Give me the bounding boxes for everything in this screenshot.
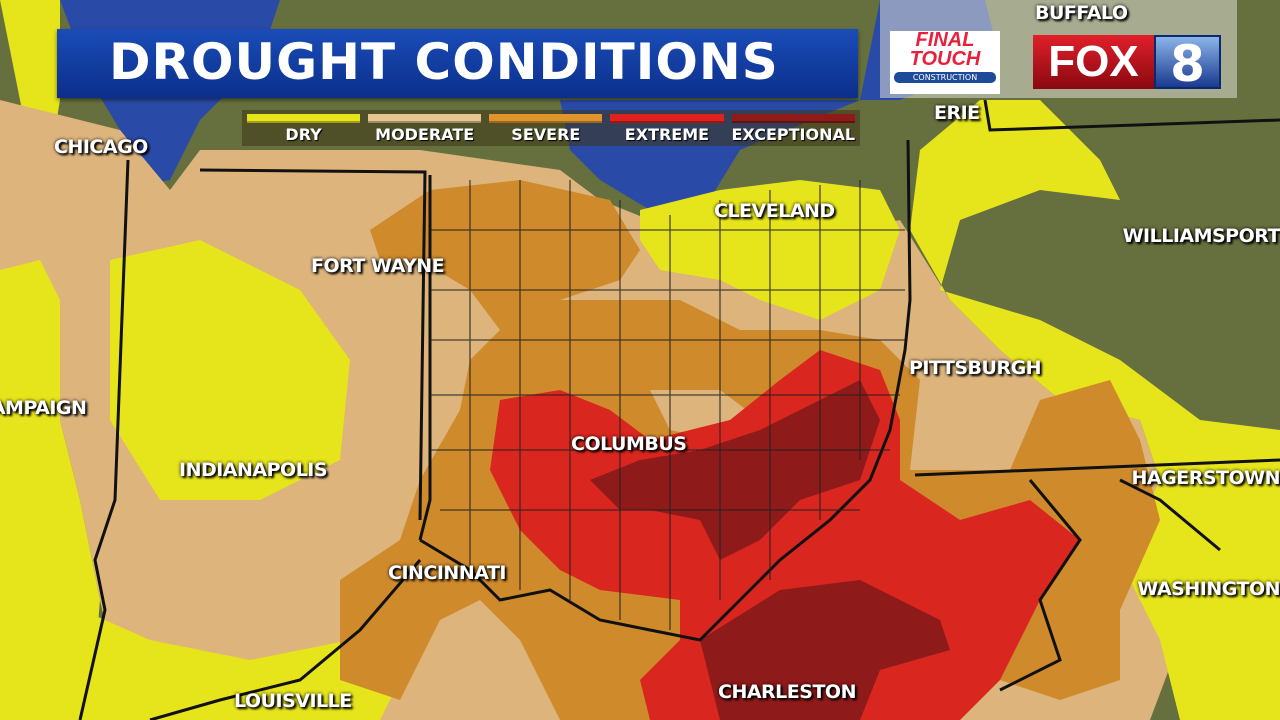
county-borders — [430, 180, 905, 630]
legend-label: EXTREME — [624, 125, 710, 144]
legend-swatch — [731, 114, 856, 123]
city-label-erie: ERIE — [934, 102, 980, 124]
dry-region-west — [0, 0, 100, 720]
city-label-louisville: LOUISVILLE — [234, 690, 352, 712]
city-label-washington: WASHINGTON — [1137, 578, 1280, 600]
legend-item-exceptional: EXCEPTIONAL — [731, 112, 856, 144]
legend-swatch — [368, 114, 482, 123]
city-label-champaign: CHAMPAIGN — [0, 397, 87, 419]
city-label-cincinnati: CINCINNATI — [388, 562, 507, 584]
sponsor-line-3: CONSTRUCTION — [894, 72, 996, 83]
page-title: DROUGHT CONDITIONS — [109, 33, 779, 91]
station-logo-number: 8 — [1154, 35, 1221, 91]
station-logo: FOX 8 — [1033, 35, 1221, 91]
legend-swatch — [610, 114, 724, 123]
sponsor-line-2: TOUCH — [909, 48, 981, 70]
legend-label: MODERATE — [375, 125, 475, 144]
exceptional-region-north — [590, 380, 880, 560]
legend-swatch — [489, 114, 603, 123]
legend-item-severe: SEVERE — [489, 112, 603, 144]
legend-item-extreme: EXTREME — [610, 112, 724, 144]
legend-label: EXCEPTIONAL — [731, 125, 856, 144]
legend-item-dry: DRY — [247, 112, 361, 144]
city-label-hagerstown: HAGERSTOWN — [1131, 467, 1280, 489]
city-label-pittsburgh: PITTSBURGH — [909, 357, 1042, 379]
city-label-fort-wayne: FORT WAYNE — [311, 255, 445, 277]
sponsor-logo: FINAL TOUCH CONSTRUCTION — [890, 29, 1000, 94]
city-label-williamsport: WILLIAMSPORT — [1122, 225, 1280, 247]
exceptional-region-south — [700, 580, 950, 720]
city-label-chicago: CHICAGO — [54, 136, 148, 158]
city-label-indianapolis: INDIANAPOLIS — [179, 459, 328, 481]
sponsor-line-1: FINAL — [915, 29, 975, 51]
legend-label: SEVERE — [511, 125, 581, 144]
title-bar: DROUGHT CONDITIONS — [57, 29, 858, 98]
dry-region-west-2 — [110, 240, 350, 500]
dry-region-east — [910, 100, 1280, 720]
station-logo-text: FOX — [1033, 35, 1154, 89]
drought-legend: DRY MODERATE SEVERE EXTREME EXCEPTIONAL — [242, 110, 860, 146]
legend-swatch — [247, 114, 361, 123]
city-label-buffalo: BUFFALO — [1035, 2, 1128, 24]
city-label-columbus: COLUMBUS — [571, 433, 687, 455]
city-label-cleveland: CLEVELAND — [714, 200, 835, 222]
state-borders — [78, 99, 1280, 720]
legend-label: DRY — [285, 125, 322, 144]
city-label-charleston: CHARLESTON — [718, 681, 856, 703]
legend-item-moderate: MODERATE — [368, 112, 482, 144]
